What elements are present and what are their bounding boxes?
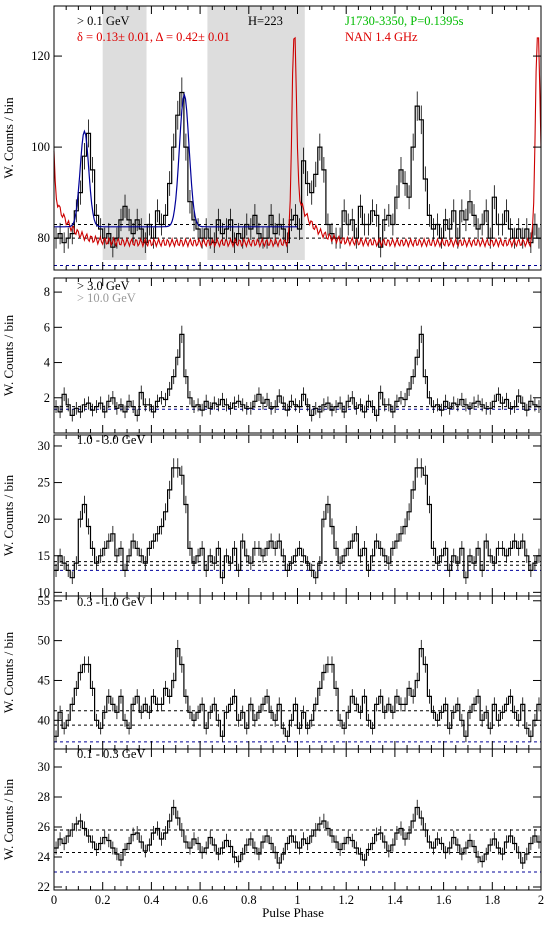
gamma-histogram bbox=[54, 333, 541, 416]
x-tick-label: 1 bbox=[294, 893, 300, 907]
y-tick-label: 15 bbox=[38, 549, 51, 563]
annotation-layer: > 0.1 GeV H=223 J1730-3350, P=0.1395s δ … bbox=[77, 14, 464, 920]
gamma-histogram bbox=[54, 648, 541, 737]
x-tick-label: 1.6 bbox=[436, 893, 452, 907]
panel-2-grey-energy-label: > 10.0 GeV bbox=[77, 291, 136, 305]
y-axis-label: W. Counts / bin bbox=[1, 314, 16, 396]
htest-label: H=223 bbox=[248, 14, 283, 28]
panel-2-energy-label: > 3.0 GeV bbox=[77, 279, 130, 293]
panel-4 bbox=[54, 639, 541, 743]
x-tick-label: 1.2 bbox=[338, 893, 354, 907]
y-axis-label: W. Counts / bin bbox=[1, 474, 16, 556]
panel-top-energy-label: > 0.1 GeV bbox=[77, 14, 130, 28]
x-tick-label: 0.8 bbox=[241, 893, 257, 907]
x-tick-label: 2 bbox=[538, 893, 544, 907]
y-tick-label: 28 bbox=[38, 790, 51, 804]
y-tick-label: 6 bbox=[44, 320, 50, 334]
x-tick-label: 1.4 bbox=[387, 893, 403, 907]
y-tick-label: 30 bbox=[38, 439, 51, 453]
panel-5 bbox=[54, 799, 541, 873]
radio-profile bbox=[53, 36, 542, 249]
shaded-region-2 bbox=[207, 6, 305, 260]
gamma-histogram bbox=[54, 91, 541, 248]
radio-label: NAN 1.4 GHz bbox=[345, 30, 418, 44]
y-tick-label: 2 bbox=[44, 391, 50, 405]
panel-3-energy-label: 1.0 - 3.0 GeV bbox=[77, 433, 145, 447]
y-tick-label: 120 bbox=[31, 49, 50, 63]
delta-label: δ = 0.13± 0.01, Δ = 0.42± 0.01 bbox=[77, 30, 230, 44]
y-axis-label: W. Counts / bin bbox=[1, 778, 16, 860]
x-tick-label: 0.2 bbox=[95, 893, 111, 907]
x-tick-label: 0.6 bbox=[192, 893, 208, 907]
panel-frame bbox=[53, 748, 542, 891]
gamma-histogram bbox=[54, 467, 541, 579]
panel-2 bbox=[54, 325, 541, 422]
gamma-fit-curve bbox=[54, 92, 298, 228]
y-tick-label: 25 bbox=[38, 476, 51, 490]
y-tick-label: 40 bbox=[38, 713, 51, 727]
y-tick-label: 4 bbox=[44, 356, 51, 370]
y-tick-label: 8 bbox=[44, 285, 50, 299]
y-tick-label: 30 bbox=[38, 760, 51, 774]
pulsar-label: J1730-3350, P=0.1395s bbox=[345, 14, 464, 28]
panel-4-energy-label: 0.3 - 1.0 GeV bbox=[77, 595, 145, 609]
y-axis-label: W. Counts / bin bbox=[1, 631, 16, 713]
x-tick-label: 1.8 bbox=[484, 893, 500, 907]
y-tick-label: 10 bbox=[38, 585, 51, 599]
y-axis-label: W. Counts / bin bbox=[1, 97, 16, 179]
y-tick-label: 20 bbox=[38, 512, 51, 526]
panel-3 bbox=[54, 458, 541, 585]
y-tick-label: 26 bbox=[38, 820, 51, 834]
y-tick-label: 100 bbox=[31, 140, 50, 154]
x-axis-label: Pulse Phase bbox=[262, 905, 324, 920]
panel-5-energy-label: 0.1 - 0.3 GeV bbox=[77, 747, 145, 761]
x-tick-label: 0.4 bbox=[144, 893, 160, 907]
y-tick-label: 45 bbox=[38, 673, 51, 687]
y-tick-label: 50 bbox=[38, 634, 51, 648]
y-tick-label: 22 bbox=[38, 880, 51, 894]
y-tick-label: 80 bbox=[38, 231, 51, 245]
gamma-histogram bbox=[54, 806, 541, 864]
plot-layer bbox=[53, 36, 542, 873]
y-tick-label: 55 bbox=[38, 594, 51, 608]
y-tick-label: 24 bbox=[38, 850, 51, 864]
shaded-regions bbox=[102, 6, 305, 260]
x-tick-label: 0 bbox=[51, 893, 57, 907]
shaded-region-1 bbox=[102, 6, 147, 260]
